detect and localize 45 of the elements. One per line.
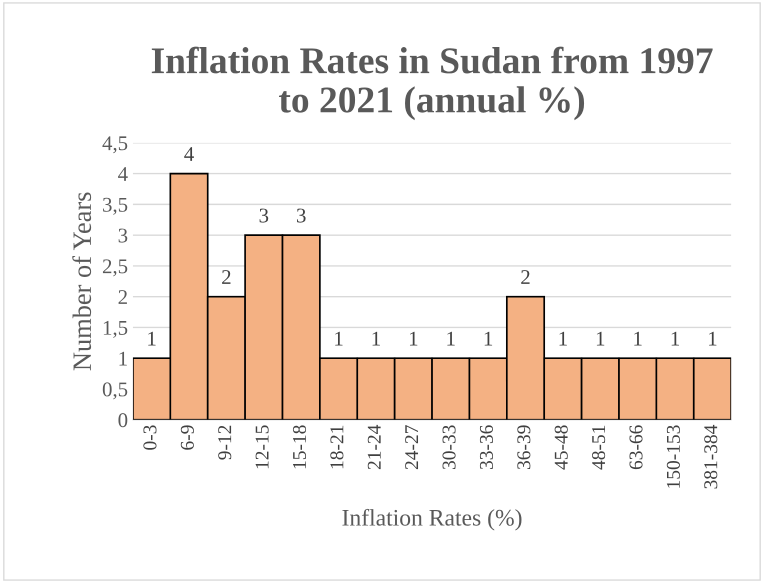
- data-label: 3: [260, 208, 268, 223]
- x-tick-label: 15-18: [292, 425, 306, 468]
- data-label: 1: [560, 332, 567, 346]
- y-tick-label: 3: [118, 228, 128, 243]
- data-label: 1: [372, 332, 380, 346]
- y-tick-label: 4,5: [102, 136, 128, 154]
- x-tick-label: 33-36: [480, 425, 493, 470]
- data-label: 1: [410, 332, 418, 346]
- x-tick-label: 63-66: [629, 425, 643, 470]
- data-label: 1: [335, 332, 343, 346]
- x-tick-label: 12-15: [256, 425, 269, 468]
- data-label: 1: [672, 332, 680, 346]
- x-tick-label: 0-3: [143, 425, 156, 450]
- data-label: 1: [447, 332, 455, 346]
- x-tick-label: 18-21: [330, 426, 344, 468]
- x-tick-label: 21-24: [368, 424, 381, 470]
- y-tick-label: 4: [118, 167, 128, 181]
- x-tick-label: 9-12: [218, 426, 232, 460]
- y-tick-label: 0: [118, 413, 128, 428]
- y-tick-label: 1: [119, 352, 127, 366]
- y-tick-label: 3,5: [103, 198, 128, 215]
- y-tick-label: 0,5: [102, 382, 128, 400]
- data-label: 1: [484, 332, 492, 346]
- x-tick-label: 6-9: [180, 425, 194, 450]
- data-label: 1: [148, 332, 156, 346]
- data-label: 2: [521, 270, 530, 284]
- y-tick-label: 1,5: [104, 320, 128, 338]
- data-label: 2: [222, 270, 230, 284]
- chart-title: Inflation Rates in Sudan from 1997 to 2021 (annual %): [152, 46, 713, 120]
- y-tick-label: 2: [118, 290, 127, 304]
- x-tick-label: 30-33: [442, 425, 456, 470]
- x-tick-label: 381-384: [704, 424, 718, 488]
- data-label: 4: [184, 147, 194, 161]
- y-tick-label: 2,5: [102, 259, 128, 276]
- data-label: 3: [296, 208, 306, 223]
- data-label: 1: [634, 332, 642, 346]
- x-tick-label: 45-48: [554, 425, 568, 470]
- x-axis-title: Inflation Rates (%): [342, 508, 522, 531]
- data-label: 1: [709, 332, 716, 346]
- x-tick-label: 150-153: [666, 425, 680, 488]
- x-tick-label: 24-27: [405, 425, 418, 470]
- x-tick-label: 36-39: [517, 425, 530, 470]
- x-tick-label: 48-51: [592, 426, 606, 470]
- data-label: 1: [596, 332, 604, 346]
- y-axis-title: Number of Years: [72, 192, 92, 370]
